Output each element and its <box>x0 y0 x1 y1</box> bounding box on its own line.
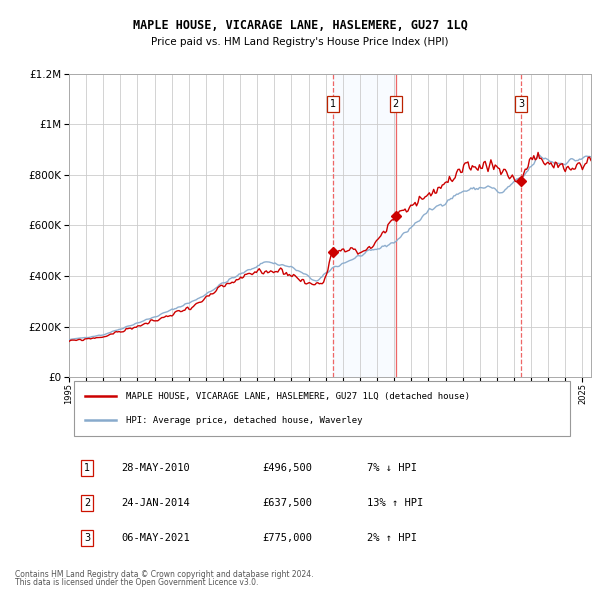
FancyBboxPatch shape <box>74 381 570 436</box>
Text: 7% ↓ HPI: 7% ↓ HPI <box>367 463 416 473</box>
Text: HPI: Average price, detached house, Waverley: HPI: Average price, detached house, Wave… <box>127 416 363 425</box>
Text: 1: 1 <box>84 463 91 473</box>
Text: £496,500: £496,500 <box>262 463 312 473</box>
Text: This data is licensed under the Open Government Licence v3.0.: This data is licensed under the Open Gov… <box>15 578 259 588</box>
Bar <box>333 74 395 377</box>
Text: 28-MAY-2010: 28-MAY-2010 <box>121 463 190 473</box>
Text: MAPLE HOUSE, VICARAGE LANE, HASLEMERE, GU27 1LQ (detached house): MAPLE HOUSE, VICARAGE LANE, HASLEMERE, G… <box>127 392 470 401</box>
Text: 3: 3 <box>518 99 524 109</box>
Text: MAPLE HOUSE, VICARAGE LANE, HASLEMERE, GU27 1LQ: MAPLE HOUSE, VICARAGE LANE, HASLEMERE, G… <box>133 19 467 32</box>
Text: £775,000: £775,000 <box>262 533 312 543</box>
Text: 06-MAY-2021: 06-MAY-2021 <box>121 533 190 543</box>
Text: 24-JAN-2014: 24-JAN-2014 <box>121 498 190 508</box>
Text: 2% ↑ HPI: 2% ↑ HPI <box>367 533 416 543</box>
Text: Price paid vs. HM Land Registry's House Price Index (HPI): Price paid vs. HM Land Registry's House … <box>151 38 449 47</box>
Text: 2: 2 <box>392 99 399 109</box>
Text: 3: 3 <box>84 533 91 543</box>
Text: Contains HM Land Registry data © Crown copyright and database right 2024.: Contains HM Land Registry data © Crown c… <box>15 569 314 579</box>
Text: 13% ↑ HPI: 13% ↑ HPI <box>367 498 423 508</box>
Text: £637,500: £637,500 <box>262 498 312 508</box>
Text: 2: 2 <box>84 498 91 508</box>
Text: 1: 1 <box>330 99 336 109</box>
